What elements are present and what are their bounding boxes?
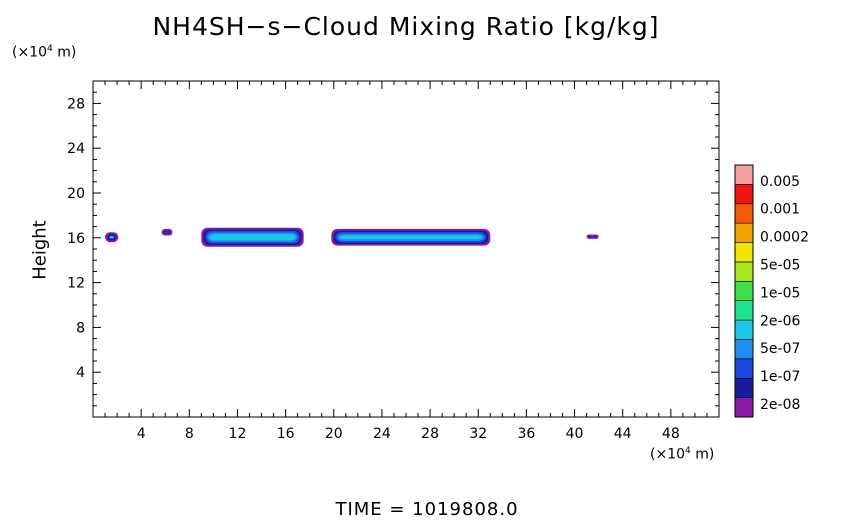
colorbar-label: 0.001	[760, 202, 800, 218]
x-tick-label: 28	[421, 426, 439, 442]
colorbar-label: 0.0002	[760, 230, 809, 246]
colorbar-segment	[734, 261, 754, 282]
y-tick-label: 20	[67, 186, 85, 202]
x-tick-label: 8	[185, 426, 194, 442]
colorbar-frame	[734, 164, 754, 418]
y-tick-label: 24	[67, 141, 85, 157]
colorbar-segment	[734, 203, 754, 224]
colorbar-label: 5e-05	[760, 258, 800, 274]
cloud-region-1-band-2	[165, 231, 169, 233]
cloud-region-4-band-2	[590, 236, 595, 238]
colorbar-segment	[734, 184, 754, 205]
x-tick-label: 44	[614, 426, 632, 442]
y-tick-label: 16	[67, 231, 85, 247]
cloud-region-2-band-4	[209, 234, 296, 241]
x-tick-label: 4	[137, 426, 146, 442]
colorbar-label: 2e-06	[760, 313, 800, 329]
x-tick-label: 40	[566, 426, 584, 442]
colorbar-segment	[734, 300, 754, 321]
time-footer: TIME = 1019808.0	[335, 499, 519, 520]
colorbar-label: 0.005	[760, 174, 800, 190]
x-tick-label: 20	[325, 426, 343, 442]
colorbar-label: 5e-07	[760, 341, 800, 357]
colorbar-segment	[734, 377, 754, 398]
y-tick-label: 12	[67, 276, 85, 292]
colorbar-label: 1e-05	[760, 285, 800, 301]
x-tick-label: 12	[229, 426, 247, 442]
x-tick-label: 32	[469, 426, 487, 442]
colorbar-segment	[734, 164, 754, 185]
colorbar-segment	[734, 222, 754, 243]
x-tick-label: 24	[373, 426, 391, 442]
y-tick-label: 8	[76, 320, 85, 336]
x-tick-label: 36	[517, 426, 535, 442]
colorbar-label: 2e-08	[760, 397, 800, 413]
colorbar-segment	[734, 339, 754, 360]
plot-frame	[92, 80, 720, 418]
x-axis-unit: (×104 m)	[650, 446, 715, 463]
colorbar-segment	[734, 397, 754, 418]
x-tick-label: 16	[277, 426, 295, 442]
y-tick-label: 28	[67, 96, 85, 112]
colorbar-label: 1e-07	[760, 369, 800, 385]
y-axis-unit: (×104 m)	[12, 44, 77, 61]
y-tick-label: 4	[76, 365, 85, 381]
x-tick-label: 48	[662, 426, 680, 442]
cloud-region-0-band-4	[109, 236, 114, 239]
colorbar-segment	[734, 281, 754, 301]
chart-title: NH4SH−s−Cloud Mixing Ratio [kg/kg]	[152, 12, 660, 41]
colorbar-segment	[734, 242, 754, 263]
colorbar-segment	[734, 358, 754, 379]
colorbar-segment	[734, 319, 754, 340]
cloud-region-3-band-4	[339, 235, 483, 240]
